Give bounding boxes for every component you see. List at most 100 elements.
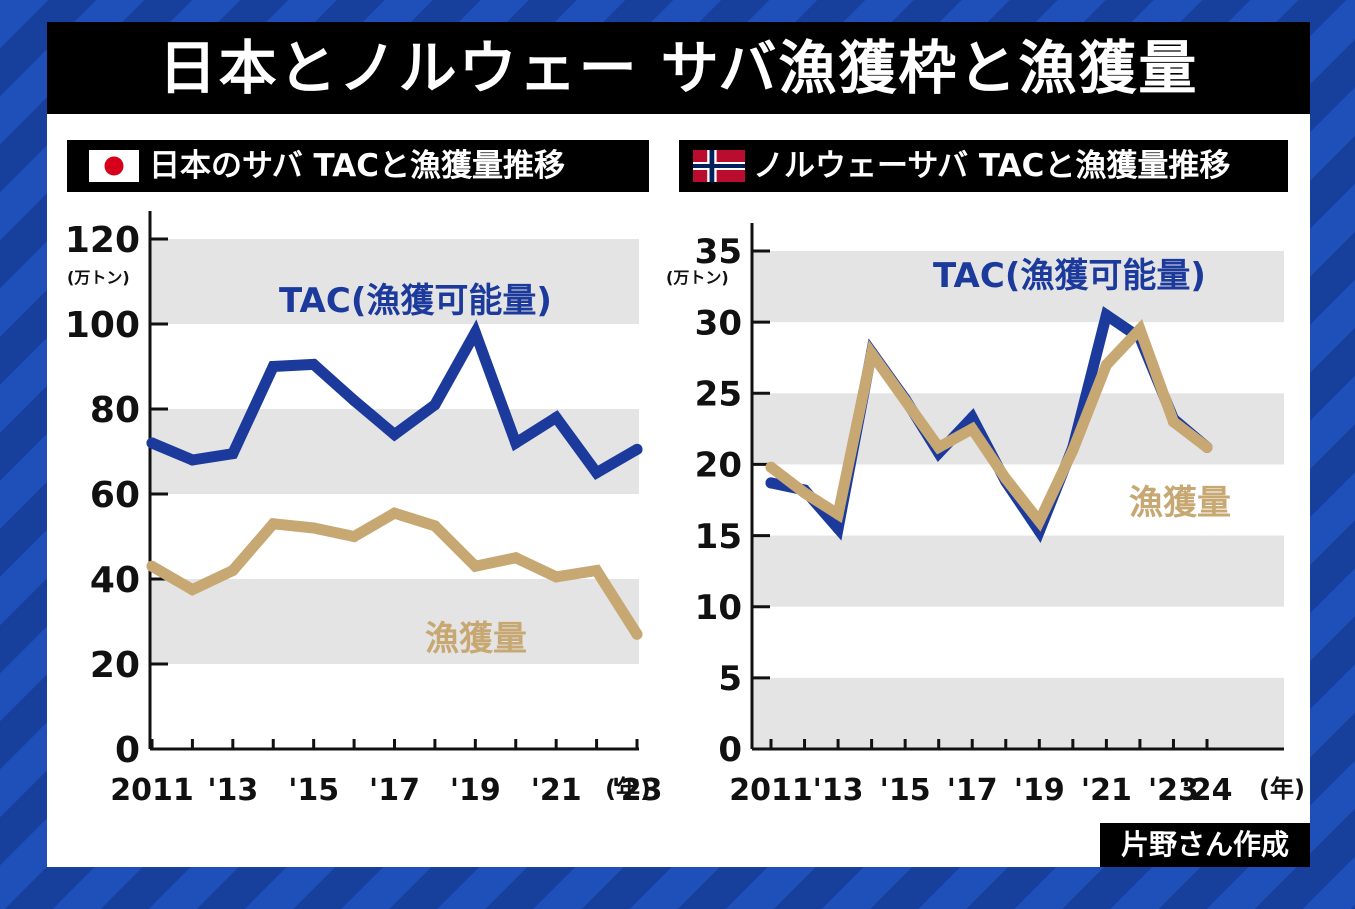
norway-catch-point <box>866 347 878 359</box>
norway-catch-point <box>933 441 945 453</box>
norway-y-tick-label: 30 <box>695 303 742 343</box>
norway-catch-point <box>1000 473 1012 485</box>
norway-x-tick-label: 2011 <box>729 773 813 808</box>
title-bar: 日本とノルウェー サバ漁獲枠と漁獲量 <box>47 22 1310 114</box>
japan-series-catch-label: 漁獲量 <box>425 619 527 659</box>
japan-tac-point <box>550 412 562 423</box>
japan-tac-point <box>308 358 320 370</box>
norway-catch-point <box>1033 515 1045 527</box>
norway-flag-icon <box>693 150 745 182</box>
japan-y-tick-label: 80 <box>90 390 140 431</box>
norway-y-tick-label: 25 <box>695 375 742 415</box>
norway-catch-point <box>1100 359 1112 371</box>
japan-tac-point <box>469 327 481 338</box>
japan-y-tick-label: 20 <box>90 645 140 686</box>
japan-tac-point <box>146 437 158 449</box>
norway-grid-band <box>752 677 1284 749</box>
norway-catch-point <box>832 508 844 520</box>
japan-tac-point <box>186 454 198 466</box>
norway-x-tick-label: '23 <box>1148 773 1199 808</box>
japan-chart-title-bar: 日本のサバ TACと漁獲量推移 <box>67 140 649 192</box>
japan-tac-point <box>389 429 400 440</box>
norway-series-tac-label: TAC(漁獲可能量) <box>933 256 1206 296</box>
norway-series-catch-label: 漁獲量 <box>1129 483 1231 523</box>
norway-x-tick-label: '19 <box>1014 773 1065 808</box>
japan-y-tick-label: 0 <box>115 730 140 771</box>
japan-tac-point <box>267 361 279 372</box>
norway-y-tick-label: 5 <box>718 659 742 699</box>
norway-series-catch-line <box>765 318 1213 532</box>
norway-x-tick-label: '21 <box>1081 773 1132 808</box>
japan-x-tick-label: '23 <box>612 773 663 808</box>
norway-chart-title: ノルウェーサバ TACと漁獲量推移 <box>753 148 1231 184</box>
norway-x-tick-label: '17 <box>947 773 998 808</box>
norway-tac-point <box>832 522 844 534</box>
japan-catch-point <box>227 565 239 576</box>
japan-tac-point <box>227 448 239 460</box>
japan-catch-point <box>631 628 643 640</box>
japan-catch-point <box>186 584 198 596</box>
japan-tac-point <box>510 437 522 449</box>
japan-x-suffix: (年) <box>605 775 651 803</box>
japan-catch-point <box>267 518 279 530</box>
norway-tac-point <box>1100 309 1112 321</box>
norway-tac-point <box>765 477 777 489</box>
norway-chart: 0 5 10 15 20 25 30 35(万トン) 2011'13 '15 '17 '19 '21 '2… <box>666 223 1305 808</box>
japan-y-tick-label: 60 <box>90 475 140 516</box>
norway-x-tick-label: '24 <box>1182 773 1233 808</box>
japan-unit-label: (万トン) <box>67 268 130 287</box>
japan-grid-band <box>150 579 639 664</box>
norway-grid-band <box>752 535 1284 607</box>
japan-catch-point <box>429 520 441 532</box>
norway-tac-point <box>1033 525 1045 537</box>
japan-catch-point <box>308 522 320 534</box>
norway-catch-point <box>1134 323 1146 335</box>
norway-x-suffix: (年) <box>1259 775 1305 803</box>
norway-y-tick-label: 10 <box>695 588 742 628</box>
norway-tac-point <box>966 411 978 423</box>
japan-y-tick-label: 120 <box>65 220 140 261</box>
japan-tac-point <box>631 443 643 455</box>
norway-catch-point <box>1167 416 1179 428</box>
japan-catch-point <box>389 507 400 519</box>
norway-unit-label: (万トン) <box>666 268 729 287</box>
japan-chart: 0 20 40 60 80 100 120 (万トン) 2011 '13 '15 '17 '19 '21 '… <box>65 211 663 808</box>
norway-y-tick-label: 20 <box>695 446 742 486</box>
japan-tac-point <box>348 395 360 406</box>
japan-y-tick-label: 100 <box>65 305 140 346</box>
norway-y-tick-label: 35 <box>695 232 742 272</box>
norway-catch-point <box>1201 441 1213 453</box>
credit-label: 片野さん作成 <box>1100 823 1310 867</box>
norway-y-tick-label: 15 <box>695 517 742 557</box>
norway-x-tick-label: '15 <box>880 773 931 808</box>
japan-chart-title: 日本のサバ TACと漁獲量推移 <box>149 148 566 184</box>
japan-series-tac-label: TAC(漁獲可能量) <box>279 281 552 321</box>
japan-y-tick-label: 40 <box>90 560 140 601</box>
norway-grid-band <box>752 393 1284 465</box>
japan-x-tick-label: '17 <box>369 773 420 808</box>
page-title: 日本とノルウェー サバ漁獲枠と漁獲量 <box>158 34 1199 102</box>
norway-chart-title-bar: ノルウェーサバ TACと漁獲量推移 <box>679 140 1288 192</box>
japan-catch-point <box>591 565 603 576</box>
japan-x-tick-label: '15 <box>288 773 339 808</box>
japan-grid-band <box>150 239 639 324</box>
japan-x-tick-label: '21 <box>531 773 582 808</box>
japan-tac-point <box>591 467 603 479</box>
norway-y-tick-label: 0 <box>718 730 742 770</box>
japan-catch-point <box>146 560 158 572</box>
norway-catch-point <box>799 487 811 499</box>
norway-x-tick-label: '13 <box>813 773 864 808</box>
japan-catch-point <box>510 552 522 564</box>
japan-x-tick-label: '19 <box>450 773 501 808</box>
japan-catch-point <box>348 531 360 542</box>
norway-catch-point <box>1067 444 1079 456</box>
norway-catch-point <box>899 394 911 406</box>
norway-grid-band <box>752 251 1284 323</box>
japan-x-tick-label: 2011 <box>110 773 194 808</box>
japan-catch-point <box>550 571 562 583</box>
norway-catch-point <box>765 461 777 473</box>
japan-flag-icon <box>89 150 139 182</box>
norway-catch-point <box>966 423 978 435</box>
japan-x-tick-label: '13 <box>207 773 258 808</box>
